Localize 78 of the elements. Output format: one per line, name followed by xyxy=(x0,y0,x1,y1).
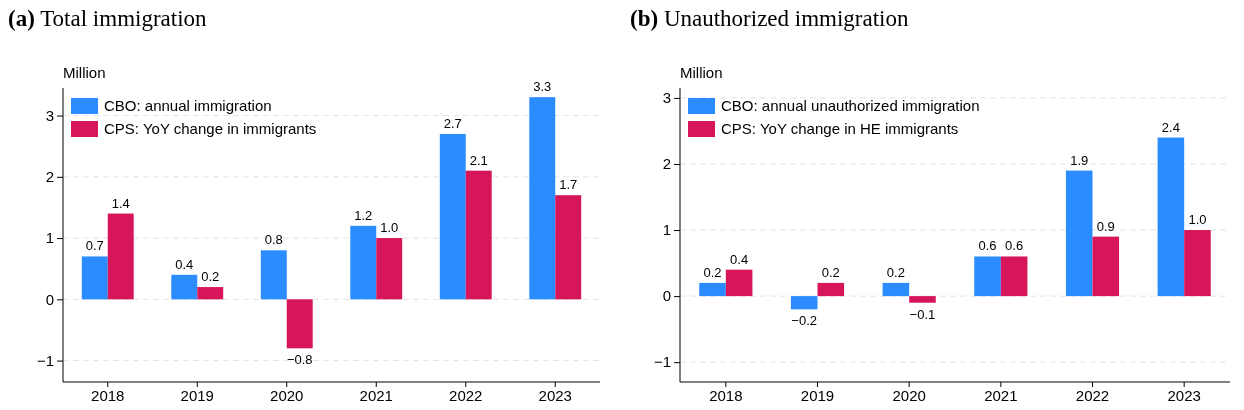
data-label: −0.2 xyxy=(791,313,818,329)
x-tick-label: 2020 xyxy=(270,386,304,404)
bar xyxy=(974,256,1001,297)
y-tick-label: 2 xyxy=(45,168,54,186)
bar xyxy=(260,250,287,300)
chart-title: (a) Total immigration xyxy=(8,6,208,31)
data-label: 0.2 xyxy=(886,264,905,280)
y-tick-label: 3 xyxy=(45,106,54,124)
bar xyxy=(376,238,403,300)
x-tick-label: 2021 xyxy=(984,386,1018,404)
legend-label: CBO: annual immigration xyxy=(104,97,272,114)
bar xyxy=(81,256,108,300)
data-label: 0.7 xyxy=(85,238,104,254)
y-tick-label: 3 xyxy=(662,89,671,107)
bar xyxy=(1157,137,1185,297)
bar xyxy=(350,225,377,300)
bar xyxy=(286,299,313,349)
legend-label: CPS: YoY change in immigrants xyxy=(104,120,317,137)
y-tick-label: 2 xyxy=(662,155,671,173)
bar xyxy=(1184,230,1211,297)
bar xyxy=(817,282,845,297)
x-tick-label: 2023 xyxy=(538,386,572,404)
legend-label: CPS: YoY change in HE immigrants xyxy=(721,120,959,137)
data-label: 1.2 xyxy=(354,207,373,223)
bar xyxy=(909,296,936,303)
y-tick-label: 0 xyxy=(45,290,54,308)
bar xyxy=(1065,170,1093,297)
y-tick-label: 0 xyxy=(662,287,671,305)
data-label: 0.6 xyxy=(978,238,997,254)
legend-label: CBO: annual unauthorized immigration xyxy=(721,97,980,114)
x-tick-label: 2020 xyxy=(892,386,926,404)
bar xyxy=(790,296,818,310)
data-label: 0.2 xyxy=(703,264,722,280)
data-label: 1.7 xyxy=(559,177,578,193)
data-label: 0.4 xyxy=(175,256,194,272)
data-label: 1.0 xyxy=(1188,212,1207,228)
data-label: 3.3 xyxy=(533,79,552,95)
bar xyxy=(439,133,466,300)
data-label: 1.4 xyxy=(111,195,130,211)
bar xyxy=(882,282,910,297)
bar xyxy=(171,274,198,300)
bar xyxy=(725,269,753,297)
x-tick-label: 2018 xyxy=(709,386,743,404)
y-axis-title: Million xyxy=(680,64,723,81)
chart-title: (b) Unauthorized immigration xyxy=(630,6,910,31)
bar xyxy=(555,195,582,300)
bar xyxy=(529,97,556,300)
x-tick-label: 2018 xyxy=(91,386,125,404)
bar xyxy=(1092,236,1120,297)
data-label: 2.7 xyxy=(443,115,462,131)
y-tick-label: 1 xyxy=(662,221,671,239)
bar xyxy=(1000,256,1028,297)
y-axis-title: Million xyxy=(63,64,106,81)
data-label: 0.2 xyxy=(201,269,220,285)
data-label: 1.9 xyxy=(1070,152,1089,168)
data-label: 0.4 xyxy=(730,251,749,267)
data-label: 1.0 xyxy=(380,220,399,236)
y-tick-label: 1 xyxy=(45,229,54,247)
y-tick-label: −1 xyxy=(36,351,54,369)
data-label: 0.8 xyxy=(264,232,283,248)
data-label: 0.9 xyxy=(1096,218,1115,234)
data-label: 0.2 xyxy=(821,264,840,280)
bar xyxy=(465,170,492,300)
bar xyxy=(107,213,134,300)
data-label: −0.1 xyxy=(909,306,936,322)
data-label: 2.1 xyxy=(469,152,488,168)
x-tick-label: 2022 xyxy=(1075,386,1110,404)
x-tick-label: 2023 xyxy=(1167,386,1201,404)
data-label: 2.4 xyxy=(1161,119,1180,135)
bar xyxy=(197,287,224,300)
y-tick-label: −1 xyxy=(653,353,671,371)
bar xyxy=(699,282,726,297)
x-tick-label: 2019 xyxy=(800,386,835,404)
data-label: −0.8 xyxy=(286,352,313,368)
x-tick-label: 2022 xyxy=(449,386,483,404)
x-tick-label: 2019 xyxy=(180,386,214,404)
data-label: 0.6 xyxy=(1005,238,1024,254)
x-tick-label: 2021 xyxy=(359,386,393,404)
